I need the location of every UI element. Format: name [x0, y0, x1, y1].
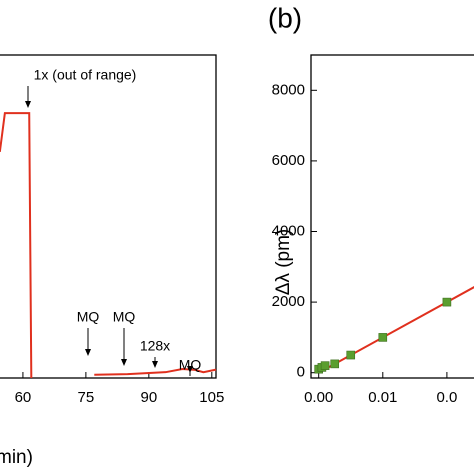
annotation: 1x (out of range) [34, 67, 137, 83]
y-tick-label: 2000 [272, 293, 305, 310]
plot-frame [310, 54, 474, 379]
panel-label: (b) [268, 2, 302, 33]
x-tick-label: 0.01 [368, 389, 397, 406]
annotation-arrowhead [25, 101, 31, 108]
annotation-arrowhead [187, 366, 193, 373]
annotation-arrowhead [152, 361, 158, 368]
x-tick-label: 0.00 [304, 389, 333, 406]
x-tick-label: 60 [15, 389, 32, 406]
y-axis-label: Δλ (pm) [273, 229, 294, 296]
x-tick-label: 0.0 [436, 389, 457, 406]
y-tick-label: 8000 [272, 81, 305, 98]
point [330, 359, 340, 369]
annotation-arrowhead [121, 359, 127, 366]
point [320, 361, 330, 370]
plot-frame [0, 54, 217, 379]
y-tick-label: 0 [297, 364, 305, 381]
annotation: MQ [113, 309, 136, 325]
y-tick-label: 6000 [272, 152, 305, 169]
annotation: MQ [77, 309, 100, 325]
line [0, 112, 217, 379]
fit-line [318, 286, 474, 374]
annotation-arrowhead [85, 349, 91, 356]
annotation: 128x [140, 338, 170, 354]
x-tick-label: 90 [140, 389, 157, 406]
point [346, 350, 356, 360]
x-tick-label: 105 [199, 389, 224, 406]
y-tick-label: 4000 [272, 222, 305, 239]
annotation: MQ [179, 357, 202, 373]
x-tick-label: 75 [78, 389, 95, 406]
x-axis-label: min) [0, 447, 33, 468]
point [378, 333, 388, 342]
point [442, 297, 452, 307]
